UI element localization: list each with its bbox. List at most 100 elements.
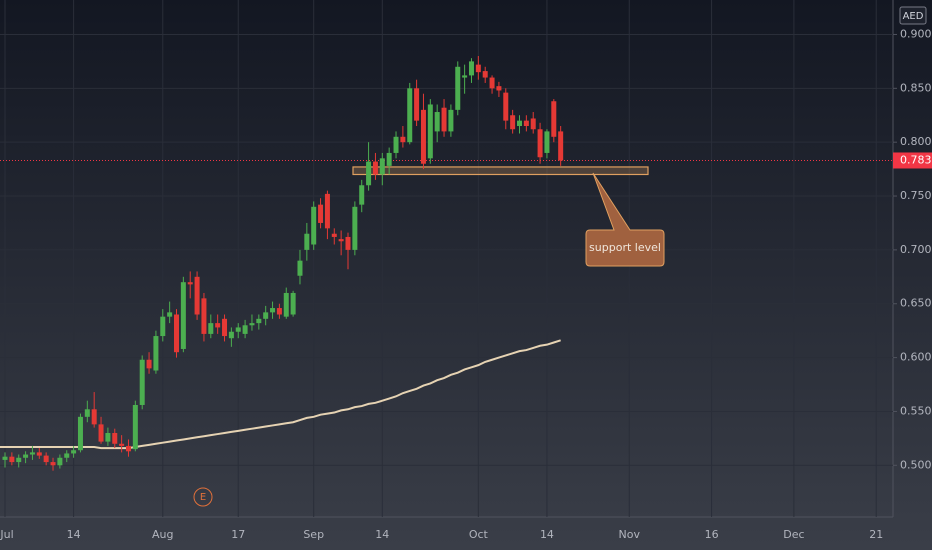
y-tick-label: 0.550 xyxy=(900,404,932,417)
candle-body xyxy=(119,443,125,446)
candle-body xyxy=(228,331,234,339)
candle-body xyxy=(503,92,509,121)
y-tick-label: 0.750 xyxy=(900,189,932,202)
candle-body xyxy=(180,282,186,349)
candle-body xyxy=(187,282,193,285)
candle-body xyxy=(530,118,536,130)
last-price-box xyxy=(893,152,932,169)
candle-body xyxy=(393,136,399,153)
candle-body xyxy=(50,462,56,466)
candle-body xyxy=(517,120,522,127)
candle-body xyxy=(400,136,406,143)
candle-body xyxy=(455,66,461,110)
candle-body xyxy=(489,77,495,89)
candle-body xyxy=(71,450,77,454)
candle-body xyxy=(523,120,529,127)
candle-body xyxy=(208,323,214,334)
y-tick-label: 0.800 xyxy=(900,135,932,148)
marks: 0.783 support level E xyxy=(0,56,932,507)
candle-body xyxy=(338,239,344,242)
y-tick-label: 0.900 xyxy=(900,27,932,40)
candle-body xyxy=(112,432,118,444)
candle-body xyxy=(510,115,516,130)
candle-body xyxy=(475,64,481,73)
x-tick-label: Dec xyxy=(783,528,804,541)
candle-body xyxy=(311,206,317,245)
x-tick-label: Jul xyxy=(0,528,14,541)
moving-average xyxy=(5,339,561,450)
candle-body xyxy=(379,158,385,175)
candle-body xyxy=(372,161,378,175)
candle-body xyxy=(57,457,63,466)
event-marker xyxy=(193,487,213,507)
candle-body xyxy=(551,101,557,137)
x-tick-label: 14 xyxy=(375,528,389,541)
candle-body xyxy=(222,318,228,337)
candle-body xyxy=(558,131,564,161)
currency-badge xyxy=(899,6,927,25)
candle-body xyxy=(496,86,502,91)
candle-body xyxy=(290,292,296,315)
candle-body xyxy=(91,409,97,425)
candle-body xyxy=(318,204,324,223)
candle-body xyxy=(427,104,433,159)
x-tick-label: Nov xyxy=(619,528,641,541)
candle-body xyxy=(43,455,49,463)
candle-body xyxy=(537,129,543,158)
candle-body xyxy=(132,404,138,450)
candle-body xyxy=(462,75,468,78)
candle-body xyxy=(331,233,337,237)
candle-body xyxy=(77,416,83,451)
x-tick-label: Aug xyxy=(152,528,173,541)
x-tick-label: 17 xyxy=(231,528,245,541)
candle-body xyxy=(125,445,131,452)
candle-body xyxy=(304,233,310,250)
candle-body xyxy=(283,292,289,317)
x-tick-label: 14 xyxy=(67,528,81,541)
candle-body xyxy=(160,316,166,337)
candle-body xyxy=(29,452,35,455)
candle-body xyxy=(249,323,255,326)
candle-body xyxy=(256,318,262,324)
candle-body xyxy=(139,359,145,405)
candle-body xyxy=(407,88,413,143)
currency-label: AED xyxy=(903,11,924,22)
x-tick-label: Oct xyxy=(469,528,489,541)
candle-body xyxy=(105,432,111,442)
candle-body xyxy=(359,185,365,205)
x-tick-label: 16 xyxy=(705,528,719,541)
candle-body xyxy=(9,456,15,463)
candle-body xyxy=(16,457,22,463)
event-marker-label: E xyxy=(200,492,206,503)
y-tick-label: 0.500 xyxy=(900,458,932,471)
candle-body xyxy=(468,61,474,76)
candle-body xyxy=(544,131,550,153)
candle-body xyxy=(167,312,173,317)
candle-body xyxy=(352,206,358,250)
candle-body xyxy=(270,308,276,313)
candle-body xyxy=(2,456,8,460)
candle-body xyxy=(36,452,42,456)
candle-body xyxy=(366,161,372,186)
candle-body xyxy=(235,327,241,332)
annotation-text: support level xyxy=(589,241,661,254)
candle-body xyxy=(215,323,221,328)
candle-body xyxy=(482,71,488,78)
candle-body xyxy=(263,312,269,319)
candle-body xyxy=(297,260,303,276)
x-tick-label: 21 xyxy=(869,528,883,541)
support-zone xyxy=(352,166,649,176)
candle-body xyxy=(201,298,207,334)
candle-body xyxy=(324,193,330,229)
candle-body xyxy=(414,88,420,121)
last-price-label: 0.783 xyxy=(900,153,932,166)
grid xyxy=(0,0,893,517)
x-tick-label: Sep xyxy=(303,528,324,541)
candle-body xyxy=(194,276,200,315)
y-tick-label: 0.600 xyxy=(900,351,932,364)
y-tick-label: 0.700 xyxy=(900,243,932,256)
candle-body xyxy=(64,453,70,458)
